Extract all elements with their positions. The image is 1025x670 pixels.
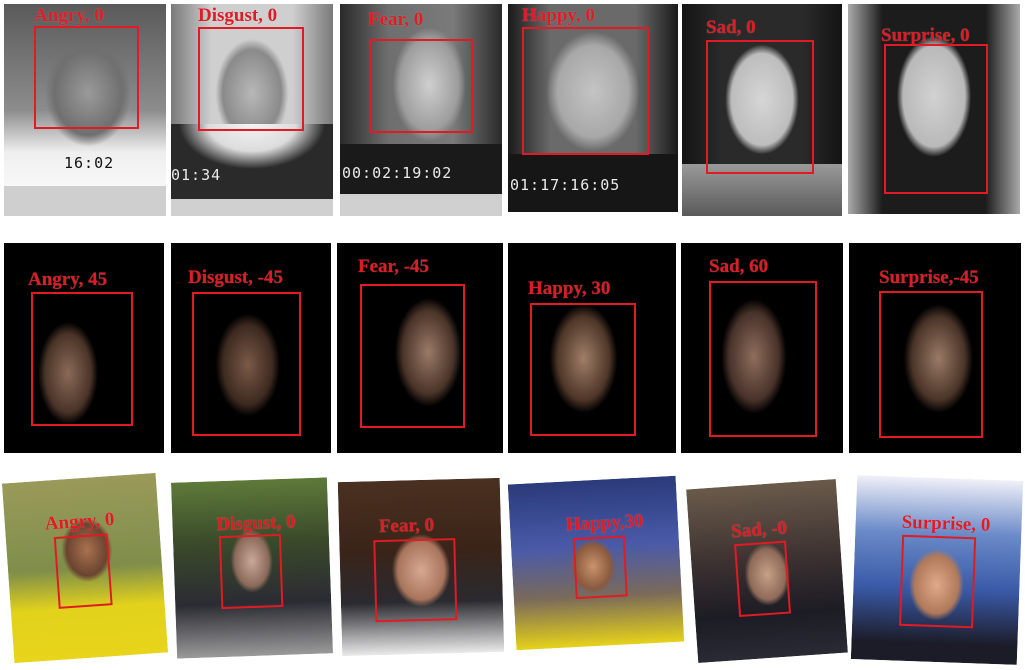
gray-bar [340,194,502,216]
emotion-label: Fear, 0 [378,514,435,538]
face-photo [849,243,1021,453]
emotion-label: Disgust, 0 [216,511,296,536]
face-bounding-box [899,534,977,629]
face-bounding-box [572,535,628,600]
face-tile: Disgust, 0 [170,477,334,659]
face-bounding-box [218,533,284,610]
gray-bar [4,186,166,216]
face-tile: 01:17:16:05 Happy, 0 [508,4,678,212]
emotion-label: Angry, 45 [28,269,108,290]
face-bounding-box [709,281,817,437]
emotion-label: Surprise,-45 [879,267,979,288]
face-tile: Angry, 45 [4,243,164,453]
face-photo [4,243,164,453]
face-bounding-box [360,284,465,428]
face-tile: Sad, 60 [681,243,843,453]
face-tile: 00:02:19:02 Fear, 0 [340,4,502,216]
face-bounding-box [530,303,636,436]
timecode: 01:17:16:05 [510,176,621,194]
face-bounding-box [31,292,133,426]
face-photo [337,243,503,453]
face-tile: Surprise,-45 [849,243,1021,453]
emotion-label: Sad, 0 [706,17,756,38]
face-photo [508,243,676,453]
face-tile: 16:02 Angry, 0 [4,4,166,216]
emotion-label: Fear, -45 [358,256,430,277]
emotion-label: Happy, 30 [528,278,611,299]
face-tile: Sad, 0 [682,4,842,216]
face-tile: 01:34 Disgust, 0 [171,4,333,216]
face-tile: Disgust, -45 [171,243,331,453]
emotion-label: Disgust, -45 [188,267,284,288]
face-tile: Fear, -45 [337,243,503,453]
dark-band [508,154,678,212]
dark-band [340,144,502,194]
face-bounding-box [373,538,458,623]
emotion-label: Sad, 60 [709,256,769,277]
sweater [171,124,333,199]
face-photo [171,243,331,453]
face-photo [4,4,166,216]
timecode: 00:02:19:02 [342,164,453,182]
face-tile: Surprise, 0 [850,475,1024,665]
face-bounding-box [734,540,792,618]
face-tile: Sad, -0 [686,478,848,664]
emotion-label: Sad, -0 [730,517,788,543]
emotion-label: Surprise, 0 [901,511,991,536]
gray-bar [171,199,333,216]
face-bounding-box [53,533,113,609]
timecode: 01:34 [171,166,222,184]
face-bounding-box [198,27,304,131]
face-photo [848,4,1020,214]
emotion-label: Angry, 0 [34,5,104,26]
face-tile: Angry, 0 [1,472,169,664]
timecode: 16:02 [64,154,115,172]
face-bounding-box [34,26,139,129]
emotion-label: Happy,30 [565,510,645,536]
face-tile: Surprise, 0 [848,4,1020,214]
face-bounding-box [884,44,988,194]
face-bounding-box [192,292,301,436]
face-bounding-box [879,291,983,438]
face-bounding-box [522,27,649,155]
face-tile: Fear, 0 [337,477,505,657]
face-tile: Happy,30 [507,475,685,651]
emotion-label: Surprise, 0 [881,25,970,46]
emotion-label: Fear, 0 [368,9,424,30]
emotion-label: Happy, 0 [522,5,595,26]
emotion-label: Disgust, 0 [198,5,278,26]
face-bounding-box [706,40,814,174]
face-bounding-box [369,39,473,133]
face-tile: Happy, 30 [508,243,676,453]
